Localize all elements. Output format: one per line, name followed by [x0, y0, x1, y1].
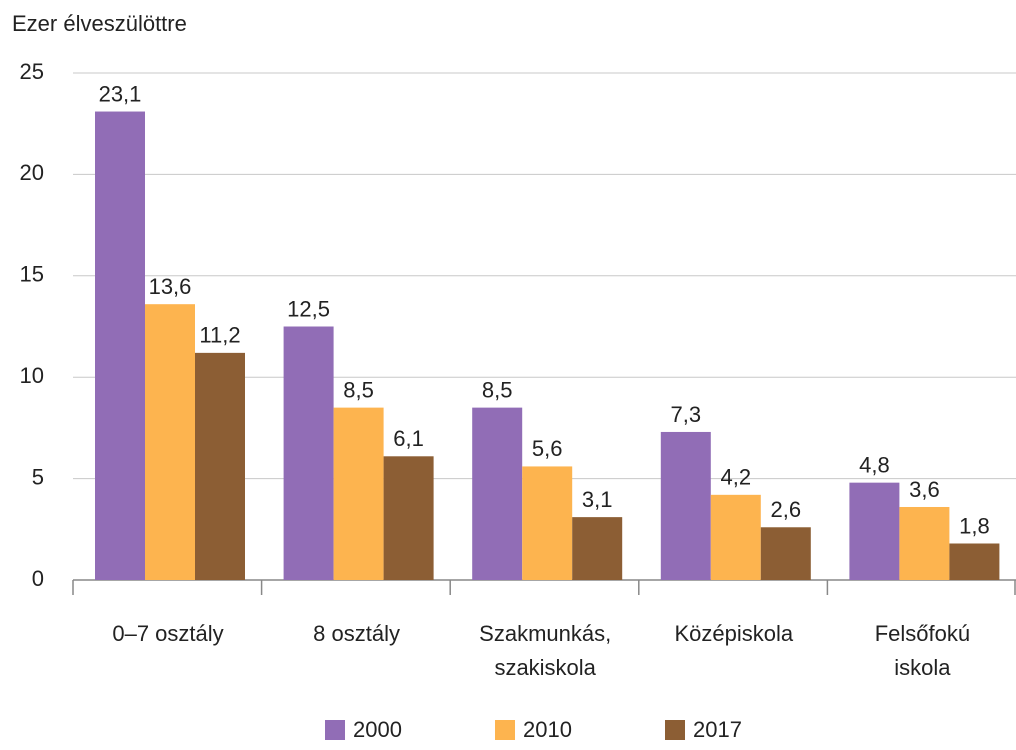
value-label: 3,1 [582, 487, 613, 512]
y-tick-label: 20 [20, 160, 44, 185]
legend-label: 2010 [523, 717, 572, 742]
value-label: 6,1 [393, 426, 424, 451]
y-tick-label: 0 [32, 566, 44, 591]
bar [710, 494, 761, 580]
value-label: 23,1 [99, 81, 142, 106]
bar [383, 456, 434, 580]
bar [522, 466, 573, 580]
value-label: 5,6 [532, 436, 563, 461]
value-label: 3,6 [909, 477, 940, 502]
y-tick-label: 15 [20, 262, 44, 287]
value-label: 1,8 [959, 513, 990, 538]
value-label: 11,2 [199, 323, 240, 348]
value-label: 4,8 [859, 452, 890, 477]
value-label: 7,3 [671, 402, 702, 427]
bar [949, 543, 1000, 580]
y-axis-label: Ezer élveszülöttre [12, 11, 187, 36]
legend-label: 2000 [353, 717, 402, 742]
value-label: 2,6 [771, 497, 802, 522]
value-label: 8,5 [343, 377, 374, 402]
value-label: 8,5 [482, 377, 513, 402]
bar [760, 527, 811, 580]
bar [145, 304, 195, 580]
x-tick-label: Felsőfokú iskola [874, 621, 971, 680]
bar [660, 431, 711, 580]
value-label: 4,2 [721, 465, 752, 490]
bar [195, 352, 245, 580]
bar [572, 517, 623, 580]
bar [333, 407, 384, 580]
x-tick-label: 8 osztály [313, 621, 400, 646]
y-tick-label: 5 [32, 464, 44, 489]
bar [472, 407, 523, 580]
legend-label: 2017 [693, 717, 742, 742]
legend-swatch [495, 720, 515, 740]
value-label: 13,6 [149, 274, 192, 299]
bar [849, 482, 900, 580]
bar [283, 326, 334, 580]
x-tick-label: Középiskola [674, 621, 794, 646]
legend-swatch [325, 720, 345, 740]
y-tick-label: 10 [20, 363, 44, 388]
y-tick-label: 25 [20, 59, 44, 84]
value-label: 12,5 [287, 296, 330, 321]
legend-swatch [665, 720, 685, 740]
bar [899, 506, 950, 580]
x-tick-label: 0–7 osztály [112, 621, 224, 646]
bar [95, 111, 145, 581]
x-tick-label: Szakmunkás, szakiskola [479, 621, 612, 680]
